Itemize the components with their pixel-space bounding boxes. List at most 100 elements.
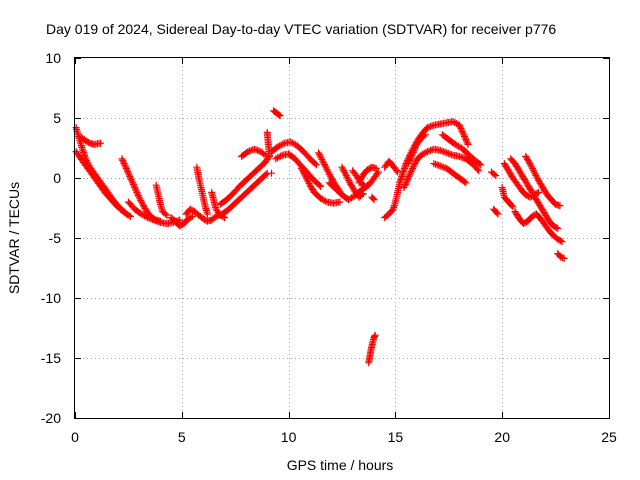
data-point bbox=[554, 224, 562, 232]
data-point bbox=[406, 169, 414, 177]
data-point bbox=[509, 203, 517, 211]
data-point bbox=[357, 175, 365, 183]
data-point bbox=[464, 140, 472, 148]
data-point bbox=[372, 164, 380, 172]
data-point bbox=[338, 163, 346, 171]
data-point bbox=[275, 111, 283, 119]
data-point bbox=[422, 149, 430, 156]
data-point bbox=[315, 151, 323, 158]
y-tick-label: 0 bbox=[53, 170, 61, 186]
data-point bbox=[527, 161, 535, 169]
data-point bbox=[133, 188, 141, 196]
data-point bbox=[528, 163, 536, 171]
x-tick-labels: 0 5 10 15 20 25 bbox=[71, 429, 617, 445]
data-point bbox=[340, 167, 348, 175]
data-point bbox=[401, 180, 409, 188]
data-point bbox=[97, 139, 105, 147]
data-point bbox=[457, 124, 465, 132]
data-point bbox=[132, 187, 140, 195]
x-tick-label: 10 bbox=[281, 429, 297, 445]
data-point bbox=[533, 173, 541, 181]
y-tick-labels: 10 5 0 -5 -10 -15 -20 bbox=[41, 50, 61, 426]
data-point bbox=[321, 197, 329, 205]
data-point bbox=[137, 197, 145, 205]
data-point bbox=[161, 210, 169, 218]
data-point bbox=[262, 170, 270, 178]
data-point bbox=[341, 170, 349, 178]
data-point bbox=[529, 166, 537, 174]
data-point bbox=[492, 172, 500, 180]
data-point bbox=[317, 154, 325, 162]
data-point bbox=[121, 161, 129, 169]
data-point bbox=[458, 128, 466, 136]
data-point bbox=[410, 147, 418, 155]
data-point bbox=[405, 158, 413, 166]
data-point bbox=[408, 166, 416, 174]
data-point bbox=[526, 160, 534, 168]
data-point bbox=[477, 161, 485, 169]
data-point bbox=[136, 195, 144, 203]
y-tick-label: 10 bbox=[45, 50, 61, 66]
data-point bbox=[315, 181, 323, 189]
data-point bbox=[371, 331, 379, 339]
data-point bbox=[373, 170, 381, 177]
data-point bbox=[525, 158, 533, 166]
data-point bbox=[322, 164, 330, 172]
grid-lines bbox=[75, 58, 609, 418]
x-tick-label: 20 bbox=[494, 429, 510, 445]
data-point bbox=[325, 169, 333, 177]
data-point bbox=[494, 210, 502, 218]
data-point bbox=[462, 179, 470, 187]
data-point bbox=[404, 160, 412, 168]
data-point bbox=[127, 174, 134, 182]
data-point bbox=[131, 184, 139, 192]
data-point bbox=[452, 119, 460, 127]
data-point bbox=[320, 159, 328, 167]
data-point bbox=[297, 164, 305, 172]
data-point bbox=[557, 237, 565, 245]
data-point bbox=[475, 167, 483, 175]
data-point bbox=[534, 175, 542, 183]
x-tick-label: 5 bbox=[178, 429, 186, 445]
data-point bbox=[405, 172, 413, 180]
data-point bbox=[411, 145, 419, 153]
data-point bbox=[316, 152, 324, 160]
data-point bbox=[123, 166, 131, 174]
data-point bbox=[428, 122, 436, 130]
data-point bbox=[461, 134, 469, 142]
data-point bbox=[552, 224, 560, 232]
data-point bbox=[358, 191, 366, 199]
x-tick-label: 0 bbox=[71, 429, 79, 445]
data-point bbox=[119, 156, 127, 164]
y-tick-label: -5 bbox=[49, 230, 62, 246]
data-point bbox=[126, 172, 134, 180]
data-point bbox=[404, 176, 411, 184]
data-point bbox=[411, 144, 419, 152]
data-point bbox=[404, 174, 412, 182]
data-point bbox=[406, 156, 414, 164]
data-point bbox=[326, 171, 334, 179]
data-point bbox=[132, 185, 139, 193]
chart-title: Day 019 of 2024, Sidereal Day-to-day VTE… bbox=[46, 21, 556, 37]
data-point bbox=[461, 132, 468, 140]
data-point bbox=[139, 200, 146, 208]
data-point bbox=[324, 167, 332, 175]
data-point bbox=[265, 151, 273, 159]
data-point bbox=[304, 178, 312, 186]
data-point bbox=[119, 158, 127, 166]
y-axis-label: SDTVAR / TECUs bbox=[6, 182, 22, 294]
data-point bbox=[393, 167, 400, 174]
data-point bbox=[400, 184, 408, 192]
data-point bbox=[420, 132, 428, 140]
data-point bbox=[127, 212, 134, 220]
data-point bbox=[402, 179, 410, 187]
data-point bbox=[142, 213, 150, 221]
data-point bbox=[407, 168, 415, 176]
data-point bbox=[529, 165, 536, 173]
data-point bbox=[317, 182, 325, 190]
data-point bbox=[374, 168, 382, 176]
data-point bbox=[189, 212, 196, 220]
data-point bbox=[279, 140, 287, 148]
data-points bbox=[72, 107, 568, 367]
